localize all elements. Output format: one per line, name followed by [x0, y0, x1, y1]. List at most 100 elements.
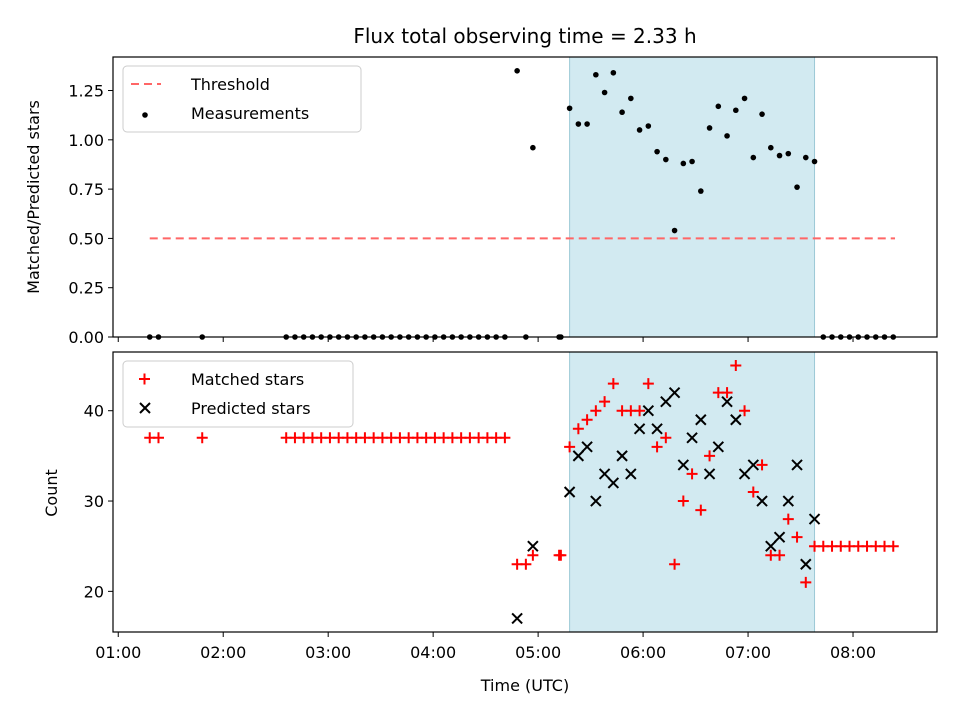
matched-star-marker [721, 387, 733, 399]
data-point [601, 89, 608, 96]
predicted-star-marker [791, 459, 803, 471]
matched-star-marker [599, 396, 611, 408]
matched-star-marker [686, 468, 698, 480]
legend-box [122, 65, 362, 133]
matched-star-marker [800, 576, 812, 588]
bottom-y-axis-label: Count [42, 469, 61, 517]
matched-star-marker [730, 360, 742, 372]
chart-title: Flux total observing time = 2.33 h [353, 24, 696, 48]
y-tick-label: 20 [84, 582, 104, 601]
matched-star-marker [634, 405, 646, 417]
predicted-star-marker [686, 432, 698, 444]
panel-count: 20 30 40 01:00 02:00 03:00 04:00 05:00 06:00 07:0… [84, 351, 938, 662]
predicted-star-marker [677, 459, 690, 471]
y-tick-label: 1.00 [68, 131, 104, 150]
panel-ratio: 0.00 0.25 0.50 0.75 1.00 1.25 Threshold Measure… [68, 56, 938, 347]
data-point [759, 111, 765, 117]
legend: Matched stars Predicted stars [122, 360, 354, 428]
legend-box [122, 360, 354, 428]
matched-star-marker [695, 504, 707, 516]
data-point [671, 227, 678, 234]
data-point [811, 158, 818, 165]
matched-star-marker [739, 405, 751, 417]
y-tick-label: 0.75 [68, 180, 104, 199]
data-point [715, 103, 722, 110]
data-point [724, 133, 730, 139]
predicted-star-marker [773, 531, 786, 543]
x-tick-label: 05:00 [515, 643, 561, 662]
data-point [636, 127, 643, 133]
data-point [619, 109, 625, 116]
matched-star-marker [499, 432, 511, 444]
data-point [706, 125, 713, 131]
x-tick-label: 04:00 [410, 643, 456, 662]
matched-star-marker [651, 441, 663, 453]
legend-measurement-swatch [142, 112, 148, 118]
data-point [689, 158, 695, 165]
data-point [776, 152, 783, 159]
axes-frame [112, 56, 938, 338]
matched-star-marker [590, 405, 602, 417]
axes-frame [112, 351, 938, 633]
data-point [610, 69, 617, 76]
predicted-star-marker [607, 477, 620, 489]
predicted-star-marker [730, 414, 742, 426]
predicted-star-marker [633, 423, 646, 435]
y-tick-label: 30 [84, 492, 104, 511]
predicted-star-marker [782, 495, 795, 507]
matched-star-marker [642, 378, 654, 390]
legend-matched-swatch [139, 373, 150, 385]
matched-star-marker [774, 549, 786, 561]
x-axis-label: Time (UTC) [480, 676, 569, 695]
matched-star-marker [607, 378, 619, 390]
matched-star-marker [527, 549, 539, 561]
data-point [741, 95, 748, 102]
predicted-star-marker [660, 395, 672, 408]
series-matched-stars [144, 360, 899, 588]
predicted-star-marker [642, 405, 655, 417]
data-point [768, 144, 774, 151]
data-point [750, 154, 757, 161]
observing-window-band [569, 351, 816, 633]
predicted-star-marker [581, 441, 593, 453]
y-tick-label: 40 [84, 402, 104, 421]
predicted-star-marker [563, 486, 576, 498]
data-point [802, 154, 809, 161]
data-point [698, 188, 704, 194]
legend-predicted-swatch [139, 402, 151, 414]
legend-label: Measurements [191, 104, 309, 123]
x-tick-label: 06:00 [620, 643, 666, 662]
predicted-star-marker [527, 540, 539, 552]
data-point [733, 107, 739, 114]
x-tick-label: 07:00 [725, 643, 771, 662]
matched-star-marker [756, 459, 768, 471]
matched-star-marker [555, 549, 567, 561]
y-tick-label: 1.25 [68, 82, 104, 101]
predicted-star-marker [747, 459, 760, 471]
data-point [593, 71, 599, 78]
data-point [584, 121, 590, 127]
data-point [680, 160, 687, 167]
predicted-star-marker [598, 468, 611, 480]
data-point [645, 123, 652, 129]
predicted-star-marker [668, 386, 681, 399]
matched-star-marker [747, 486, 759, 498]
predicted-star-marker [511, 612, 523, 625]
matched-star-marker [791, 531, 803, 543]
predicted-star-marker [695, 414, 707, 426]
data-point [628, 95, 634, 102]
y-tick-label: 0.50 [68, 229, 104, 248]
matched-star-marker [564, 441, 576, 453]
series-predicted-stars [511, 386, 821, 625]
matched-star-marker [782, 513, 794, 525]
plot-layer: 0.00 0.25 0.50 0.75 1.00 1.25 Threshold Measure… [68, 56, 938, 662]
x-tick-label: 02:00 [200, 643, 246, 662]
y-tick-label: 0.00 [68, 328, 104, 347]
predicted-star-marker [625, 468, 637, 480]
data-point [530, 144, 536, 151]
predicted-star-marker [572, 450, 585, 462]
predicted-star-marker [712, 441, 725, 453]
matched-star-marker [520, 558, 532, 570]
data-point [566, 105, 573, 112]
